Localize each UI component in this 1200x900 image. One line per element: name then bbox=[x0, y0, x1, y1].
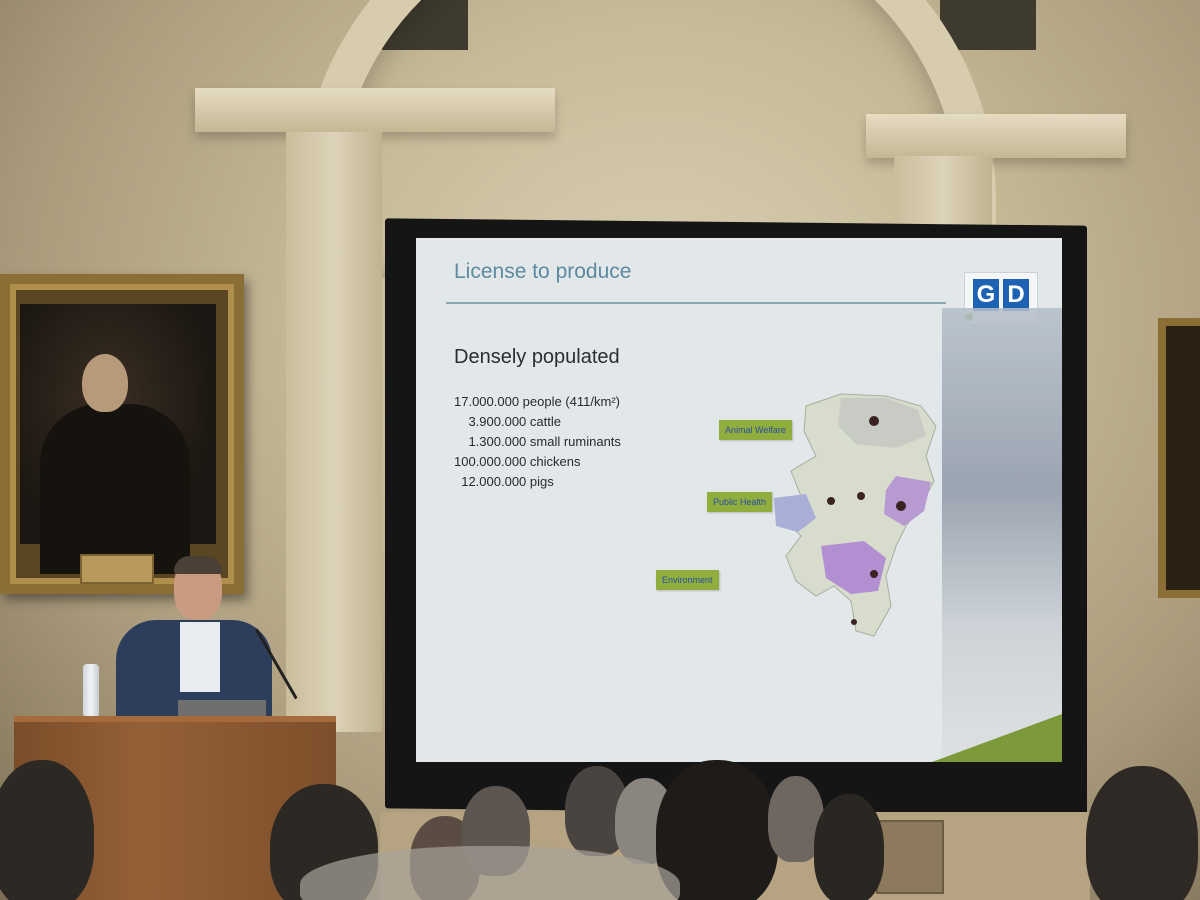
map-region-south bbox=[821, 541, 886, 594]
cow-icon bbox=[870, 570, 878, 578]
label-animal-welfare: Animal Welfare bbox=[719, 420, 792, 440]
green-corner-accent bbox=[932, 714, 1062, 762]
speaker-hair bbox=[174, 556, 222, 574]
title-divider bbox=[446, 302, 946, 304]
portrait-painting bbox=[0, 274, 244, 594]
stat-small-ruminants: 1.300.000 small ruminants bbox=[454, 434, 621, 449]
audience-head bbox=[814, 794, 884, 900]
laptop bbox=[178, 700, 266, 716]
portrait-face bbox=[82, 354, 128, 412]
label-public-health: Public Health bbox=[707, 492, 773, 512]
poultry-photo bbox=[942, 308, 1062, 762]
pilaster-left bbox=[286, 132, 382, 732]
ceiling-coffer bbox=[940, 0, 1036, 50]
portrait-painting-right bbox=[1158, 318, 1200, 598]
water-bottle bbox=[83, 664, 99, 716]
netherlands-map bbox=[774, 393, 937, 637]
map-region-west bbox=[774, 494, 816, 532]
map-region-north bbox=[838, 398, 926, 448]
speaker-shirt bbox=[180, 622, 220, 692]
stat-people: 17.000.000 people (411/km²) bbox=[454, 394, 620, 409]
audience-head-blurred bbox=[300, 846, 680, 900]
cow-icon bbox=[827, 497, 835, 505]
stat-pigs: 12.000.000 pigs bbox=[454, 474, 554, 489]
logo-letter-g: G bbox=[973, 279, 999, 311]
portrait-plaque bbox=[80, 554, 154, 584]
cow-icon bbox=[869, 416, 879, 426]
audience-head bbox=[0, 760, 94, 900]
slide-title: License to produce bbox=[454, 260, 632, 283]
livestock-stats: 17.000.000 people (411/km²) 3.900.000 ca… bbox=[454, 392, 621, 492]
cow-icon bbox=[857, 492, 865, 500]
label-environment: Environment bbox=[656, 570, 719, 590]
portrait-figure bbox=[40, 404, 190, 574]
cornice-left bbox=[195, 88, 555, 132]
stat-cattle: 3.900.000 cattle bbox=[454, 414, 561, 429]
slide-heading: Densely populated bbox=[454, 346, 620, 368]
stat-chickens: 100.000.000 chickens bbox=[454, 454, 581, 469]
audience bbox=[0, 750, 1200, 900]
pig-icon bbox=[896, 501, 906, 511]
presentation-slide: License to produce G D Densely populated… bbox=[416, 238, 1062, 762]
logo-letter-d: D bbox=[1003, 279, 1029, 311]
cornice-right bbox=[866, 114, 1126, 158]
cow-icon bbox=[851, 619, 857, 625]
audience-head bbox=[1086, 766, 1198, 900]
map-region-east bbox=[884, 476, 931, 526]
portrait-canvas bbox=[20, 304, 216, 574]
